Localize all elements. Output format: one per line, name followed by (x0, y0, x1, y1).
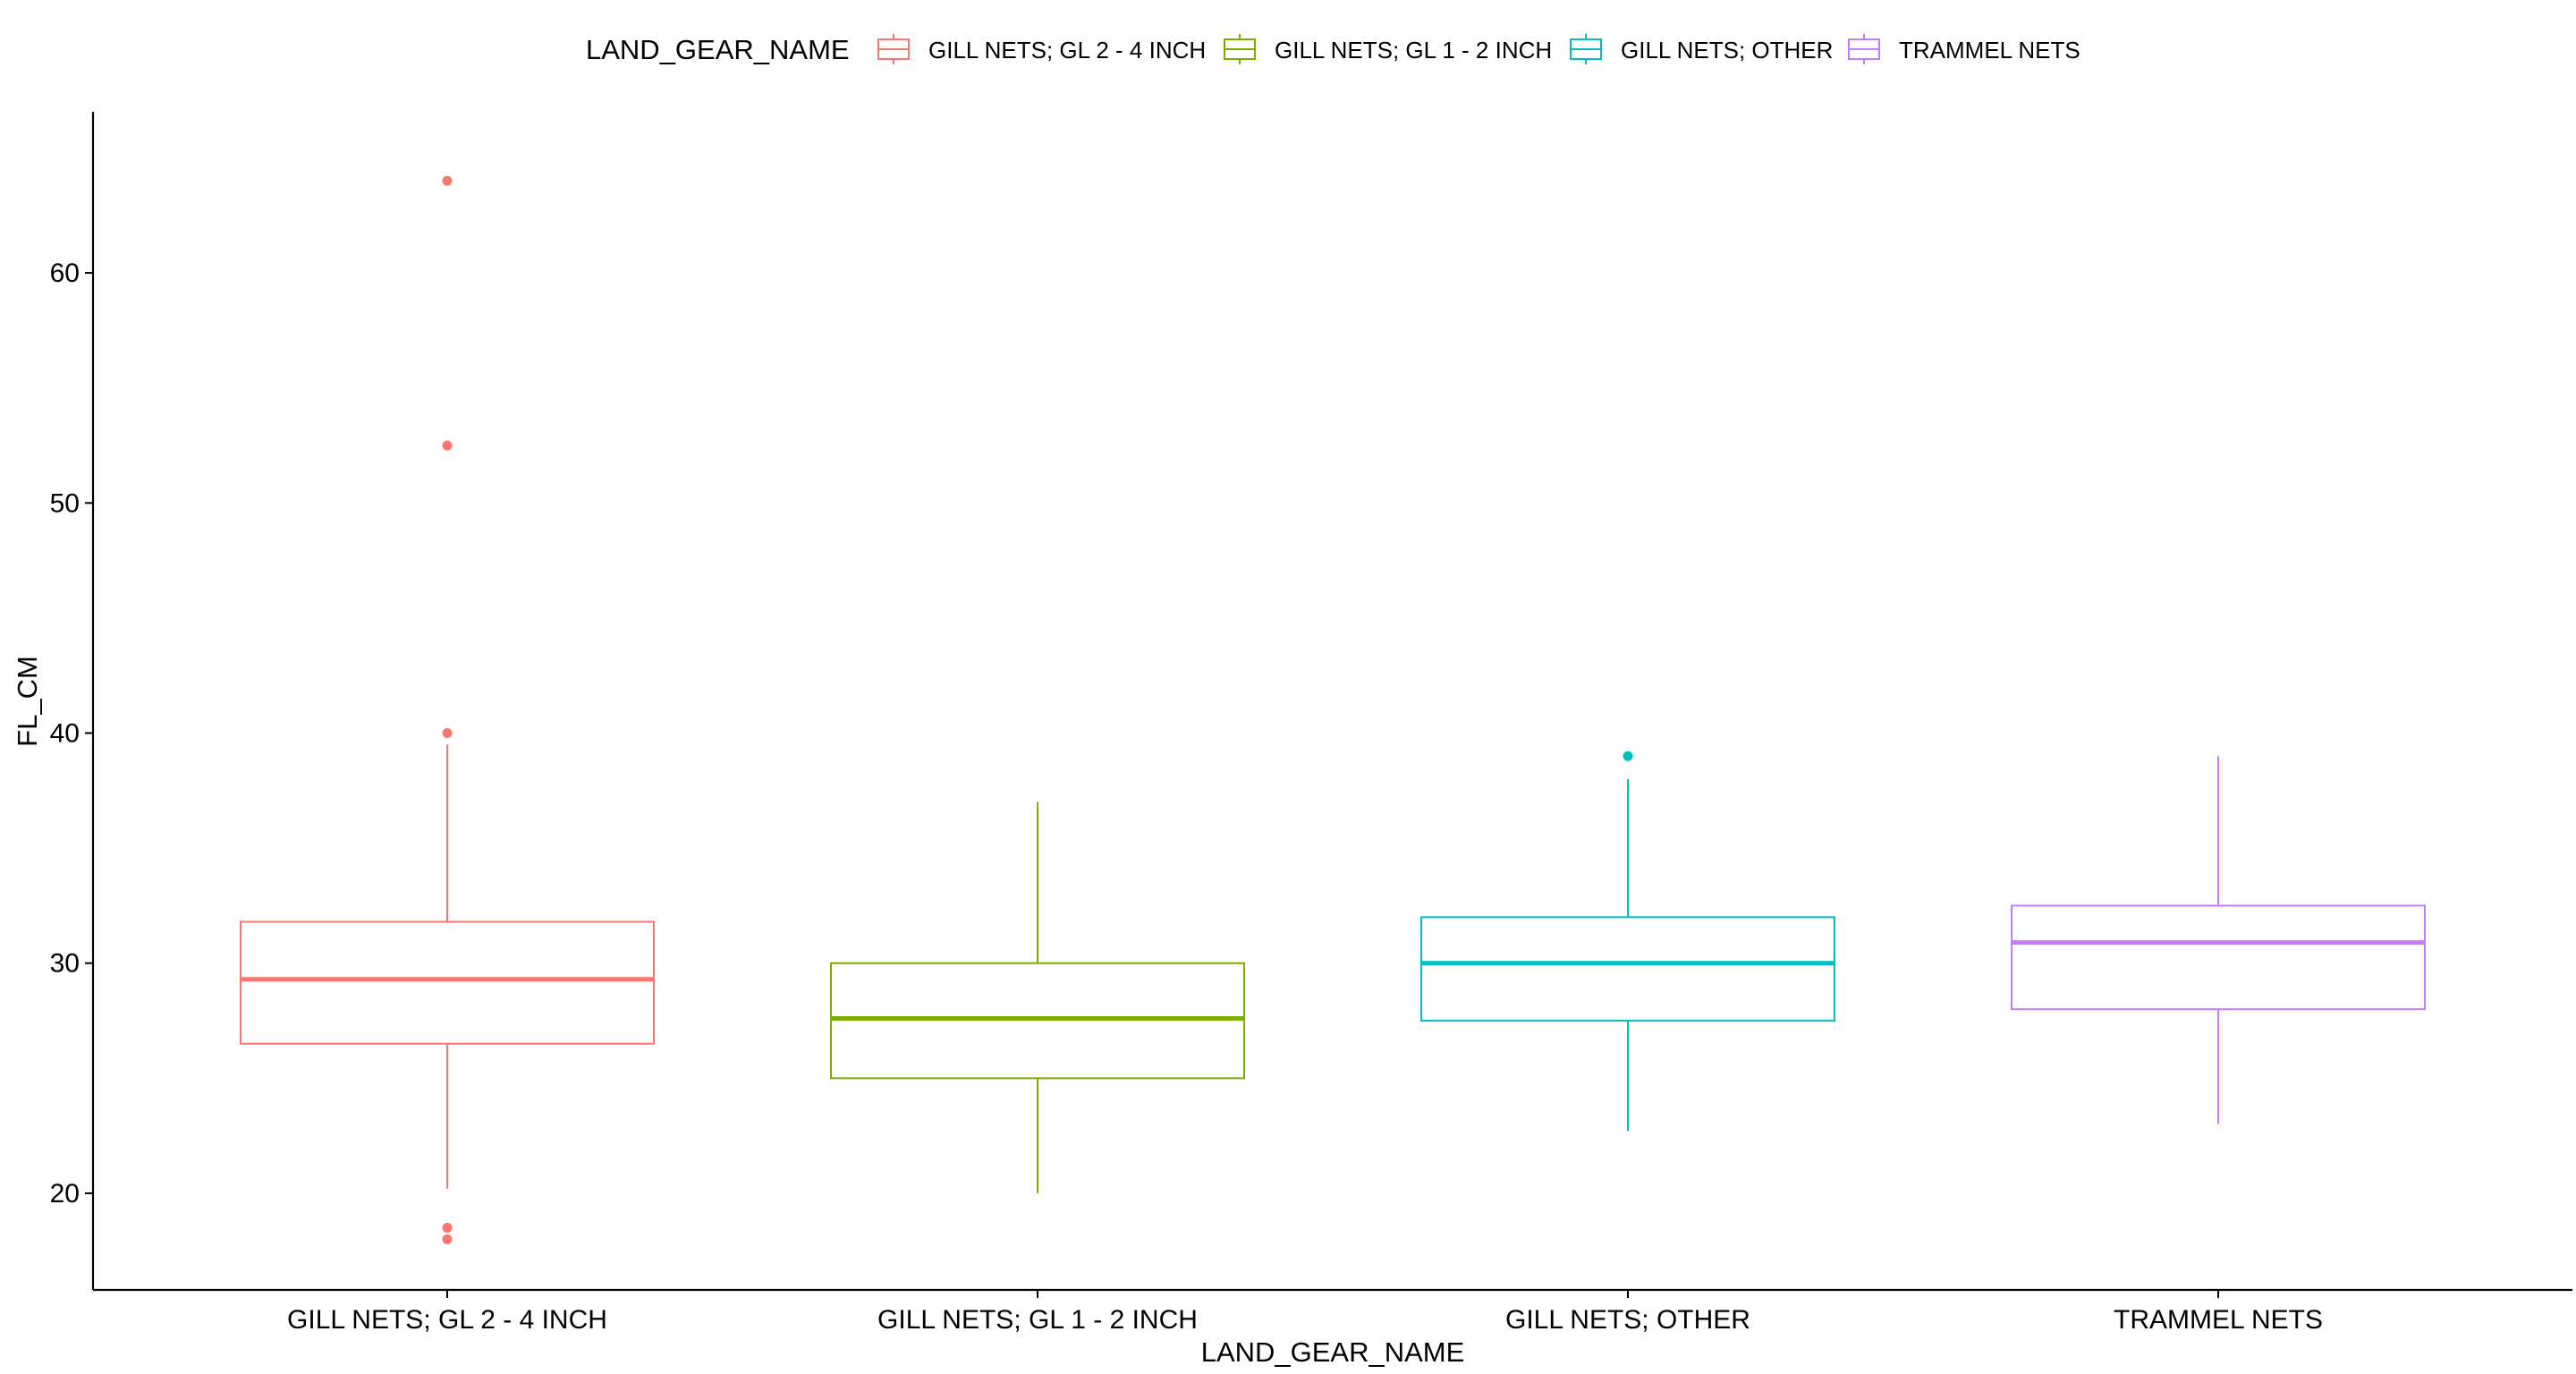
outlier-point (442, 440, 453, 451)
outlier-point (442, 175, 453, 186)
outlier-point (442, 728, 453, 739)
legend-title: LAND_GEAR_NAME (586, 34, 850, 65)
y-axis-title: FL_CM (12, 656, 43, 747)
x-axis-title: LAND_GEAR_NAME (1201, 1336, 1465, 1368)
legend-item: GILL NETS; GL 1 - 2 INCH (1224, 34, 1552, 64)
legend-label: TRAMMEL NETS (1899, 37, 2080, 64)
box-group (830, 802, 1245, 1193)
x-tick-label: TRAMMEL NETS (2114, 1305, 2323, 1335)
y-tick-label: 40 (50, 719, 80, 749)
legend-item: GILL NETS; OTHER (1570, 34, 1833, 64)
y-tick-label: 30 (50, 949, 80, 979)
box (1420, 916, 1835, 1022)
outlier-point (1623, 751, 1633, 761)
legend-label: GILL NETS; OTHER (1621, 37, 1833, 64)
x-tick-label: GILL NETS; OTHER (1505, 1305, 1750, 1335)
legend-label: GILL NETS; GL 1 - 2 INCH (1275, 37, 1552, 64)
legend-label: GILL NETS; GL 2 - 4 INCH (928, 37, 1206, 64)
legend-item: TRAMMEL NETS (1848, 34, 2080, 64)
y-tick-label: 50 (50, 488, 80, 518)
box (240, 920, 655, 1045)
box-group (2011, 756, 2426, 1124)
x-tick-label: GILL NETS; GL 2 - 4 INCH (287, 1305, 607, 1335)
box (830, 962, 1245, 1080)
legend: LAND_GEAR_NAME GILL NETS; GL 2 - 4 INCH G… (586, 34, 2080, 65)
legend-item: GILL NETS; GL 2 - 4 INCH (877, 34, 1206, 64)
y-tick-label: 60 (50, 259, 80, 288)
x-tick-label: GILL NETS; GL 1 - 2 INCH (877, 1305, 1198, 1335)
outlier-point (442, 1223, 453, 1234)
box-group (240, 175, 655, 1244)
outlier-point (442, 1234, 453, 1244)
plot-area: 20 30 40 50 60 GILL NETS; GL 2 - 4 INCH GILL … (50, 112, 2572, 1335)
box-group (1420, 751, 1835, 1132)
y-tick-label: 20 (50, 1179, 80, 1209)
box (2011, 904, 2426, 1011)
